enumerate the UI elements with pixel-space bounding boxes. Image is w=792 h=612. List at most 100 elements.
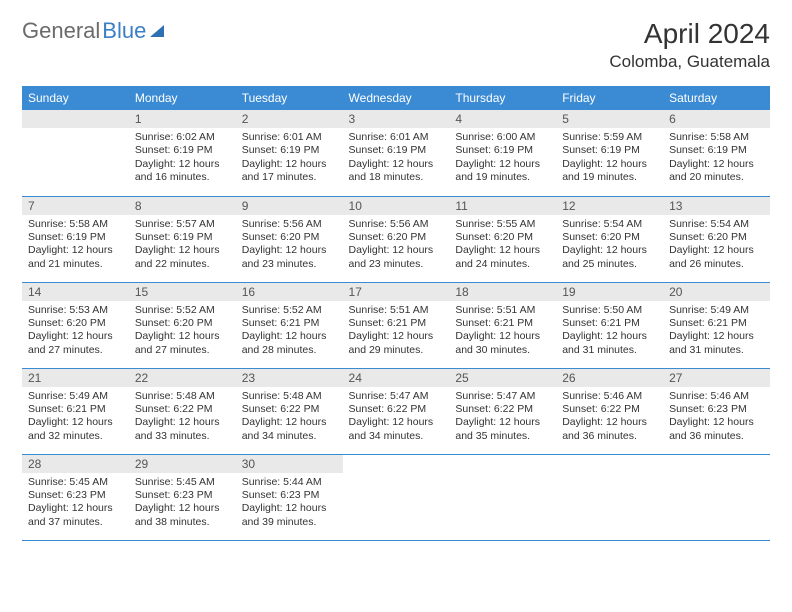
sunset-text: Sunset: 6:20 PM	[455, 231, 550, 244]
day-details: Sunrise: 5:49 AMSunset: 6:21 PMDaylight:…	[22, 387, 129, 448]
daylight-text: Daylight: 12 hours and 18 minutes.	[349, 158, 444, 185]
sunrise-text: Sunrise: 5:51 AM	[455, 304, 550, 317]
calendar-day-cell: 10Sunrise: 5:56 AMSunset: 6:20 PMDayligh…	[343, 196, 450, 282]
day-header: Sunday	[22, 86, 129, 110]
sunrise-text: Sunrise: 5:45 AM	[28, 476, 123, 489]
day-header: Tuesday	[236, 86, 343, 110]
day-number: 8	[129, 197, 236, 215]
daylight-text: Daylight: 12 hours and 21 minutes.	[28, 244, 123, 271]
daylight-text: Daylight: 12 hours and 39 minutes.	[242, 502, 337, 529]
daylight-text: Daylight: 12 hours and 30 minutes.	[455, 330, 550, 357]
sunset-text: Sunset: 6:21 PM	[242, 317, 337, 330]
sunset-text: Sunset: 6:21 PM	[562, 317, 657, 330]
calendar-day-cell: 1Sunrise: 6:02 AMSunset: 6:19 PMDaylight…	[129, 110, 236, 196]
day-header: Wednesday	[343, 86, 450, 110]
day-details: Sunrise: 5:52 AMSunset: 6:20 PMDaylight:…	[129, 301, 236, 362]
day-details: Sunrise: 5:59 AMSunset: 6:19 PMDaylight:…	[556, 128, 663, 189]
day-details: Sunrise: 5:45 AMSunset: 6:23 PMDaylight:…	[22, 473, 129, 534]
day-details: Sunrise: 6:01 AMSunset: 6:19 PMDaylight:…	[236, 128, 343, 189]
calendar-day-cell: 7Sunrise: 5:58 AMSunset: 6:19 PMDaylight…	[22, 196, 129, 282]
day-number: 14	[22, 283, 129, 301]
calendar-day-cell: 2Sunrise: 6:01 AMSunset: 6:19 PMDaylight…	[236, 110, 343, 196]
title-block: April 2024 Colomba, Guatemala	[609, 18, 770, 72]
daylight-text: Daylight: 12 hours and 24 minutes.	[455, 244, 550, 271]
sunset-text: Sunset: 6:20 PM	[349, 231, 444, 244]
sunrise-text: Sunrise: 5:49 AM	[28, 390, 123, 403]
daylight-text: Daylight: 12 hours and 19 minutes.	[562, 158, 657, 185]
sunrise-text: Sunrise: 5:59 AM	[562, 131, 657, 144]
logo: GeneralBlue	[22, 18, 164, 44]
day-number: 25	[449, 369, 556, 387]
daylight-text: Daylight: 12 hours and 35 minutes.	[455, 416, 550, 443]
daylight-text: Daylight: 12 hours and 27 minutes.	[135, 330, 230, 357]
daylight-text: Daylight: 12 hours and 26 minutes.	[669, 244, 764, 271]
sunset-text: Sunset: 6:23 PM	[242, 489, 337, 502]
day-number: 6	[663, 110, 770, 128]
day-details: Sunrise: 5:46 AMSunset: 6:22 PMDaylight:…	[556, 387, 663, 448]
daylight-text: Daylight: 12 hours and 31 minutes.	[669, 330, 764, 357]
day-number-bar	[22, 110, 129, 128]
day-number: 1	[129, 110, 236, 128]
calendar-day-cell: 29Sunrise: 5:45 AMSunset: 6:23 PMDayligh…	[129, 454, 236, 540]
daylight-text: Daylight: 12 hours and 34 minutes.	[242, 416, 337, 443]
day-number: 19	[556, 283, 663, 301]
day-details: Sunrise: 5:47 AMSunset: 6:22 PMDaylight:…	[449, 387, 556, 448]
sunrise-text: Sunrise: 5:48 AM	[135, 390, 230, 403]
day-details: Sunrise: 5:50 AMSunset: 6:21 PMDaylight:…	[556, 301, 663, 362]
sunset-text: Sunset: 6:23 PM	[28, 489, 123, 502]
calendar-week-row: 7Sunrise: 5:58 AMSunset: 6:19 PMDaylight…	[22, 196, 770, 282]
sunrise-text: Sunrise: 5:51 AM	[349, 304, 444, 317]
sunset-text: Sunset: 6:19 PM	[669, 144, 764, 157]
day-details: Sunrise: 5:44 AMSunset: 6:23 PMDaylight:…	[236, 473, 343, 534]
day-number: 9	[236, 197, 343, 215]
calendar-day-cell: 5Sunrise: 5:59 AMSunset: 6:19 PMDaylight…	[556, 110, 663, 196]
day-number: 4	[449, 110, 556, 128]
sunset-text: Sunset: 6:19 PM	[135, 144, 230, 157]
daylight-text: Daylight: 12 hours and 25 minutes.	[562, 244, 657, 271]
day-number: 26	[556, 369, 663, 387]
day-number: 21	[22, 369, 129, 387]
sunset-text: Sunset: 6:20 PM	[135, 317, 230, 330]
day-details: Sunrise: 5:54 AMSunset: 6:20 PMDaylight:…	[663, 215, 770, 276]
calendar-empty-cell	[343, 454, 450, 540]
logo-triangle-icon	[150, 25, 164, 37]
day-header: Saturday	[663, 86, 770, 110]
day-details: Sunrise: 6:02 AMSunset: 6:19 PMDaylight:…	[129, 128, 236, 189]
calendar-day-cell: 26Sunrise: 5:46 AMSunset: 6:22 PMDayligh…	[556, 368, 663, 454]
calendar-day-cell: 19Sunrise: 5:50 AMSunset: 6:21 PMDayligh…	[556, 282, 663, 368]
day-details: Sunrise: 5:49 AMSunset: 6:21 PMDaylight:…	[663, 301, 770, 362]
sunset-text: Sunset: 6:20 PM	[28, 317, 123, 330]
calendar-body: 1Sunrise: 6:02 AMSunset: 6:19 PMDaylight…	[22, 110, 770, 540]
daylight-text: Daylight: 12 hours and 23 minutes.	[242, 244, 337, 271]
calendar-day-cell: 16Sunrise: 5:52 AMSunset: 6:21 PMDayligh…	[236, 282, 343, 368]
sunrise-text: Sunrise: 5:45 AM	[135, 476, 230, 489]
day-number: 3	[343, 110, 450, 128]
day-details: Sunrise: 5:58 AMSunset: 6:19 PMDaylight:…	[22, 215, 129, 276]
daylight-text: Daylight: 12 hours and 22 minutes.	[135, 244, 230, 271]
daylight-text: Daylight: 12 hours and 20 minutes.	[669, 158, 764, 185]
daylight-text: Daylight: 12 hours and 36 minutes.	[562, 416, 657, 443]
sunset-text: Sunset: 6:20 PM	[242, 231, 337, 244]
calendar-header-row: SundayMondayTuesdayWednesdayThursdayFrid…	[22, 86, 770, 110]
sunset-text: Sunset: 6:22 PM	[135, 403, 230, 416]
calendar-day-cell: 12Sunrise: 5:54 AMSunset: 6:20 PMDayligh…	[556, 196, 663, 282]
sunrise-text: Sunrise: 5:48 AM	[242, 390, 337, 403]
daylight-text: Daylight: 12 hours and 16 minutes.	[135, 158, 230, 185]
logo-text-gray: General	[22, 18, 100, 44]
day-details: Sunrise: 5:48 AMSunset: 6:22 PMDaylight:…	[129, 387, 236, 448]
calendar-week-row: 28Sunrise: 5:45 AMSunset: 6:23 PMDayligh…	[22, 454, 770, 540]
sunrise-text: Sunrise: 5:53 AM	[28, 304, 123, 317]
calendar-day-cell: 11Sunrise: 5:55 AMSunset: 6:20 PMDayligh…	[449, 196, 556, 282]
sunrise-text: Sunrise: 5:56 AM	[349, 218, 444, 231]
day-header: Monday	[129, 86, 236, 110]
daylight-text: Daylight: 12 hours and 31 minutes.	[562, 330, 657, 357]
day-number: 10	[343, 197, 450, 215]
calendar-day-cell: 17Sunrise: 5:51 AMSunset: 6:21 PMDayligh…	[343, 282, 450, 368]
day-number: 5	[556, 110, 663, 128]
sunrise-text: Sunrise: 5:52 AM	[135, 304, 230, 317]
sunrise-text: Sunrise: 6:00 AM	[455, 131, 550, 144]
day-details: Sunrise: 5:45 AMSunset: 6:23 PMDaylight:…	[129, 473, 236, 534]
daylight-text: Daylight: 12 hours and 36 minutes.	[669, 416, 764, 443]
sunset-text: Sunset: 6:19 PM	[562, 144, 657, 157]
day-number: 7	[22, 197, 129, 215]
